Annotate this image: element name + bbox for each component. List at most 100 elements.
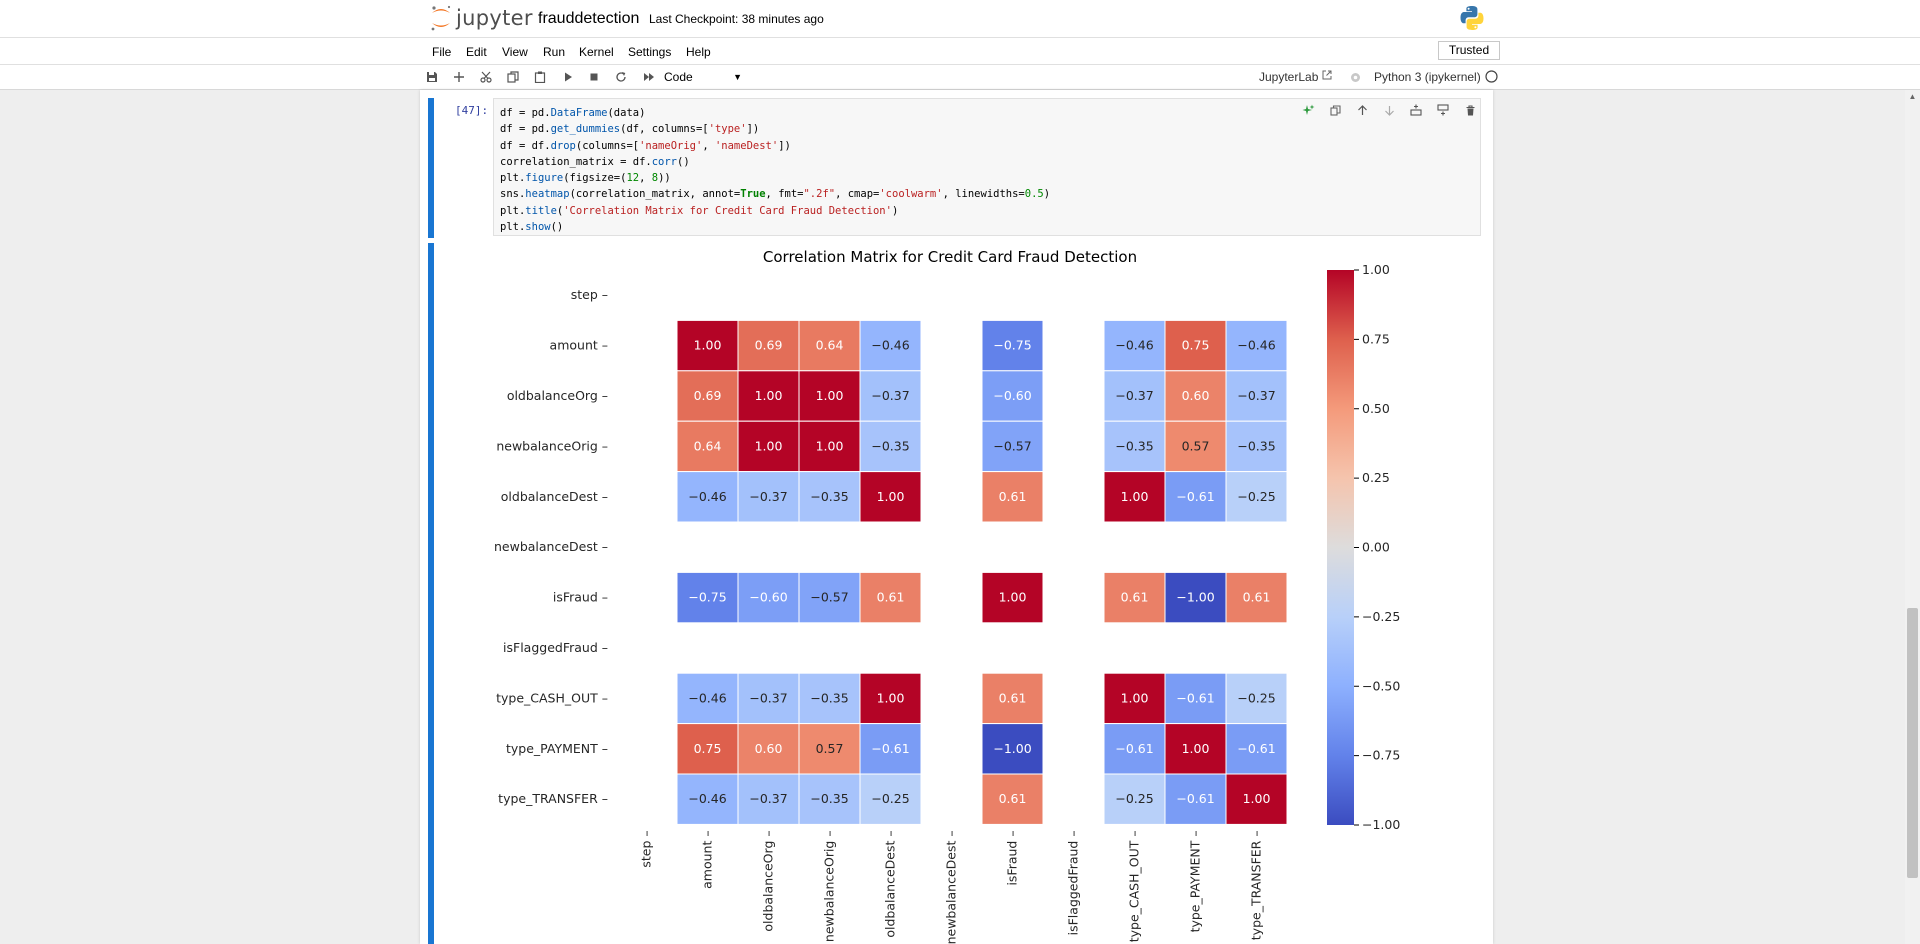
cell-value-label: −0.25 — [871, 791, 909, 806]
heatmap-cell — [798, 571, 861, 624]
column-label: oldbalanceOrg – — [761, 830, 776, 931]
cell-value-label: −0.60 — [749, 590, 787, 605]
cell-value-label: −0.37 — [749, 791, 787, 806]
cell-value-label: −0.61 — [1176, 489, 1214, 504]
notebook-toolbar: Code ▼ JupyterLab Python 3 (ipykernel) — [0, 65, 1920, 90]
cell-value-label: 0.61 — [1243, 590, 1271, 605]
ai-generate-button[interactable] — [1299, 101, 1317, 119]
cell-value-label: 1.00 — [1121, 690, 1149, 705]
cell-value-label: 1.00 — [755, 438, 783, 453]
heatmap-cell — [859, 420, 922, 473]
cell-collapser-input[interactable] — [428, 98, 434, 238]
kernel-settings-icon[interactable] — [1350, 72, 1361, 83]
heatmap-cell — [676, 723, 739, 775]
column-label: step – — [639, 830, 654, 867]
trash-icon — [1466, 104, 1474, 115]
cell-value-label: 0.64 — [694, 438, 722, 453]
paste-button[interactable] — [531, 68, 549, 86]
cell-value-label: 0.61 — [999, 791, 1027, 806]
menu-run[interactable]: Run — [543, 45, 566, 59]
cell-value-label: −1.00 — [993, 741, 1031, 756]
move-cell-down-button[interactable] — [1380, 101, 1398, 119]
heatmap-cell — [1225, 471, 1288, 523]
interrupt-kernel-button[interactable] — [585, 68, 603, 86]
heatmap-cell — [859, 370, 922, 422]
heatmap-cell — [798, 370, 861, 422]
move-cell-up-button[interactable] — [1353, 101, 1371, 119]
jupyterlab-label: JupyterLab — [1259, 70, 1319, 84]
heatmap-cell — [981, 723, 1044, 775]
save-button[interactable] — [423, 68, 441, 86]
colorbar-tick-label: 0.00 — [1362, 540, 1390, 555]
heatmap-cell — [859, 723, 922, 775]
heatmap-cell — [981, 370, 1044, 422]
menu-help[interactable]: Help — [686, 45, 711, 59]
cell-value-label: 0.57 — [1182, 438, 1210, 453]
cell-value-label: −0.61 — [1115, 741, 1153, 756]
restart-kernel-button[interactable] — [612, 68, 630, 86]
heatmap-cell — [798, 319, 861, 372]
cell-value-label: −0.61 — [1176, 690, 1214, 705]
colorbar-tick-label: −0.25 — [1362, 609, 1400, 624]
insert-cell-above-button[interactable] — [1407, 101, 1425, 119]
cell-value-label: −0.35 — [810, 690, 848, 705]
scroll-up-arrow-icon[interactable]: ▲ — [1908, 92, 1917, 101]
menu-file[interactable]: File — [432, 45, 452, 59]
cell-value-label: −1.00 — [1176, 590, 1214, 605]
colorbar-tick-label: 1.00 — [1362, 262, 1390, 277]
row-label: amount – — [550, 338, 608, 353]
colorbar-tick-label: 0.75 — [1362, 331, 1390, 346]
cell-value-label: 1.00 — [1243, 791, 1271, 806]
duplicate-cell-button[interactable] — [1326, 101, 1344, 119]
row-label: oldbalanceOrg – — [507, 388, 608, 403]
menu-settings[interactable]: Settings — [628, 45, 672, 59]
jupyter-logo-icon — [431, 5, 451, 31]
cell-value-label: −0.35 — [810, 791, 848, 806]
menu-view[interactable]: View — [502, 45, 528, 59]
row-label: type_CASH_OUT – — [496, 690, 608, 705]
scrollbar-thumb[interactable] — [1907, 608, 1918, 878]
heatmap-cell — [1225, 571, 1288, 624]
cell-value-label: −0.37 — [871, 388, 909, 403]
insert-cell-button[interactable] — [450, 68, 468, 86]
notebook-title[interactable]: frauddetection — [538, 10, 640, 27]
trusted-button[interactable]: Trusted — [1438, 41, 1500, 60]
row-label: step – — [571, 287, 608, 302]
heatmap-cell — [1103, 773, 1166, 825]
jupyter-logo[interactable]: jupyter — [430, 3, 533, 33]
menu-edit[interactable]: Edit — [466, 45, 487, 59]
colorbar-ticks: 1.00 0.75 0.50 0.25 0.00 −0.25 −0.50 −0.75 −1.00 — [1354, 262, 1400, 832]
column-label: newbalanceOrig – — [822, 830, 837, 942]
heatmap-cell — [1225, 672, 1288, 725]
sparkle-icon — [1302, 104, 1314, 115]
heatmap-cell — [676, 319, 739, 372]
cell-value-label: 0.61 — [877, 590, 905, 605]
menu-kernel[interactable]: Kernel — [579, 45, 614, 59]
heatmap-cell — [1103, 571, 1166, 624]
delete-cell-button[interactable] — [1461, 101, 1479, 119]
notebook-header: jupyter frauddetection Last Checkpoint: … — [0, 0, 1920, 38]
row-label: newbalanceDest – — [494, 539, 608, 554]
cell-value-label: −0.37 — [749, 489, 787, 504]
cell-value-label: 1.00 — [1121, 489, 1149, 504]
copy-button[interactable] — [504, 68, 522, 86]
open-jupyterlab-link[interactable]: JupyterLab — [1259, 70, 1332, 84]
kernel-name[interactable]: Python 3 (ipykernel) — [1374, 70, 1481, 84]
cell-collapser-output[interactable] — [428, 243, 434, 944]
run-cell-button[interactable] — [559, 68, 577, 86]
heatmap-cell — [737, 319, 800, 372]
cell-value-label: 0.64 — [816, 338, 844, 353]
code-cell-editor[interactable]: df = pd.DataFrame(data) df = pd.get_dumm… — [493, 98, 1481, 236]
insert-cell-below-button[interactable] — [1434, 101, 1452, 119]
external-link-icon — [1322, 70, 1332, 80]
cell-value-label: −0.37 — [1237, 388, 1275, 403]
cell-value-label: 0.60 — [755, 741, 783, 756]
restart-run-all-button[interactable] — [640, 68, 658, 86]
cut-button[interactable] — [477, 68, 495, 86]
heatmap-cell — [859, 471, 922, 523]
cell-type-select[interactable]: Code ▼ — [664, 68, 746, 86]
heatmap-cell — [1164, 370, 1227, 422]
cell-value-label: 1.00 — [1182, 741, 1210, 756]
heatmap-cell — [676, 370, 739, 422]
python-logo-icon — [1460, 6, 1484, 30]
